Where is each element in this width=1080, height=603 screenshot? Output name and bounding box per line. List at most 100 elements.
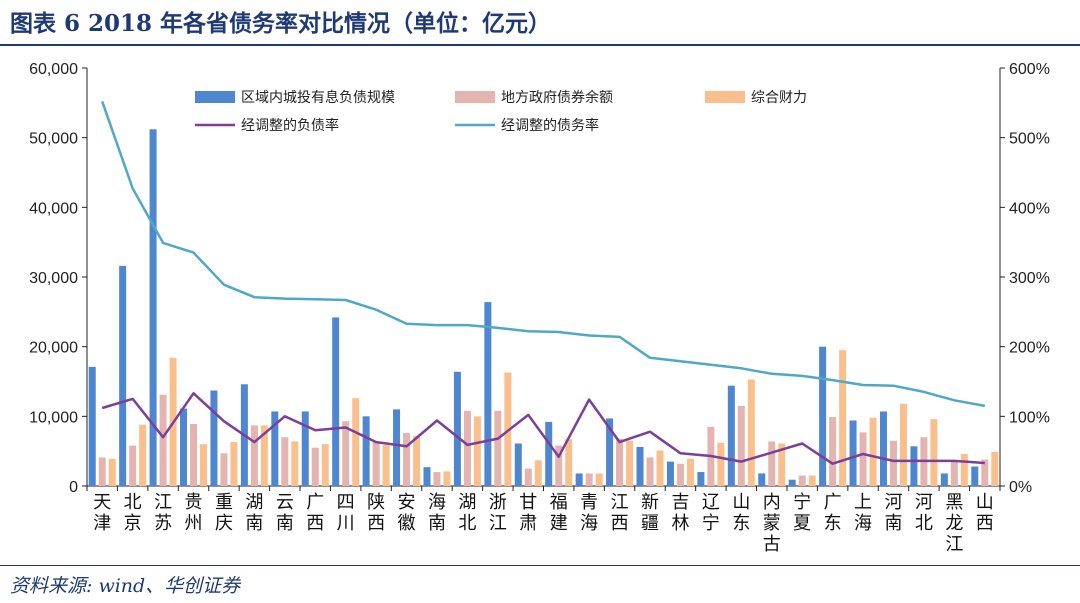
bar-gov_bond [372, 442, 380, 486]
category-label: 重庆 [215, 492, 233, 534]
bar-lgfv [758, 473, 766, 486]
category-label: 山西 [976, 492, 994, 534]
bar-gov_bond [403, 433, 411, 486]
category-label: 北京 [124, 492, 142, 534]
category-label: 吉林 [671, 492, 689, 534]
bar-lgfv [940, 473, 948, 486]
right-axis-tick-label: 300% [1009, 270, 1050, 287]
bar-fiscal [869, 417, 877, 486]
category-label: 上海 [854, 492, 872, 534]
line-debt_ratio [101, 392, 985, 465]
bar-gov_bond [311, 447, 319, 486]
bar-fiscal [321, 444, 329, 486]
left-axis-tick-label: 60,000 [29, 61, 78, 78]
category-label: 贵州 [185, 492, 203, 534]
category-label: 浙江 [489, 492, 507, 534]
category-label: 四川 [337, 492, 355, 534]
bar-gov_bond [676, 463, 684, 486]
category-label: 青海 [580, 492, 598, 534]
bar-fiscal [778, 443, 786, 486]
bar-fiscal [291, 441, 299, 486]
bar-lgfv [575, 473, 583, 486]
bar-gov_bond [220, 453, 228, 486]
bar-fiscal [808, 475, 816, 486]
bar-fiscal [443, 471, 451, 486]
bar-lgfv [149, 129, 157, 486]
category-label: 陕西 [367, 492, 385, 534]
bar-gov_bond [585, 473, 593, 486]
bar-gov_bond [950, 460, 958, 486]
bar-lgfv [332, 317, 340, 486]
bar-fiscal [626, 440, 634, 486]
bar-lgfv [971, 466, 979, 486]
axes: 0 10,000 20,000 30,000 40,000 50,000 60,000 0% 1… [29, 61, 1050, 496]
bar-fiscal [565, 439, 573, 486]
bar-gov_bond [190, 423, 198, 486]
bar-fiscal [139, 424, 147, 486]
bar-gov_bond [798, 475, 806, 486]
legend-label: 经调整的负债率 [241, 117, 339, 134]
bar-lgfv [819, 346, 827, 486]
right-axis-tick-label: 0% [1009, 479, 1032, 496]
category-label: 安徽 [398, 492, 416, 534]
bar-fiscal [717, 442, 725, 486]
bar-lgfv [453, 371, 461, 486]
legend-swatch [195, 91, 235, 103]
bar-gov_bond [829, 417, 837, 486]
right-axis-tick-label: 500% [1009, 131, 1050, 148]
bar-fiscal [352, 398, 360, 486]
bar-lgfv [697, 472, 705, 486]
category-label: 甘肃 [519, 492, 537, 534]
bar-lgfv [666, 461, 674, 486]
bar-gov_bond [889, 440, 897, 486]
bar-gov_bond [494, 410, 502, 486]
bar-gov_bond [463, 410, 471, 486]
bar-fiscal [260, 425, 268, 486]
bar-lgfv [545, 421, 553, 486]
legend-label: 经调整的债务率 [501, 117, 599, 134]
bar-lgfv [910, 446, 918, 486]
bar-lgfv [362, 416, 370, 486]
bar-gov_bond [768, 441, 776, 486]
bar-gov_bond [524, 468, 532, 486]
bar-lgfv [484, 302, 492, 486]
lines [101, 100, 986, 465]
bar-fiscal [747, 379, 755, 486]
bar-gov_bond [981, 459, 989, 486]
category-label: 新疆 [641, 492, 659, 534]
category-label: 辽宁 [702, 492, 720, 534]
bar-fiscal [930, 419, 938, 486]
bar-gov_bond [433, 472, 441, 486]
legend-label: 综合财力 [751, 90, 807, 106]
bar-fiscal [504, 372, 512, 486]
left-axis-tick-label: 20,000 [29, 340, 78, 357]
category-label: 江西 [611, 492, 629, 534]
left-axis-tick-label: 40,000 [29, 200, 78, 217]
bar-lgfv [393, 409, 401, 486]
bar-lgfv [606, 418, 614, 486]
bar-lgfv [636, 446, 644, 486]
bar-fiscal [960, 453, 968, 486]
category-label: 河北 [915, 492, 933, 534]
bar-lgfv [301, 411, 309, 486]
legend-swatch [705, 91, 745, 103]
source-note: 资料来源: wind、华创证券 [10, 575, 241, 597]
category-label: 天津 [93, 492, 111, 534]
bar-lgfv [727, 385, 735, 486]
category-label: 广西 [306, 492, 324, 534]
bar-lgfv [788, 479, 796, 486]
category-label: 河南 [884, 492, 902, 534]
legend-label: 地方政府债券余额 [501, 89, 613, 106]
category-label: 广东 [824, 492, 842, 534]
category-label: 黑龙江 [945, 492, 963, 555]
bar-fiscal [473, 416, 481, 486]
legend-swatch [455, 91, 495, 103]
left-axis-tick-label: 30,000 [29, 270, 78, 287]
bar-gov_bond [281, 437, 289, 486]
bar-gov_bond [646, 457, 654, 486]
category-label: 云南 [276, 492, 294, 534]
chart-title: 图表 6 2018 年各省债务率对比情况（单位：亿元） [10, 10, 552, 37]
bar-fiscal [108, 458, 116, 486]
category-label: 湖南 [245, 492, 263, 534]
